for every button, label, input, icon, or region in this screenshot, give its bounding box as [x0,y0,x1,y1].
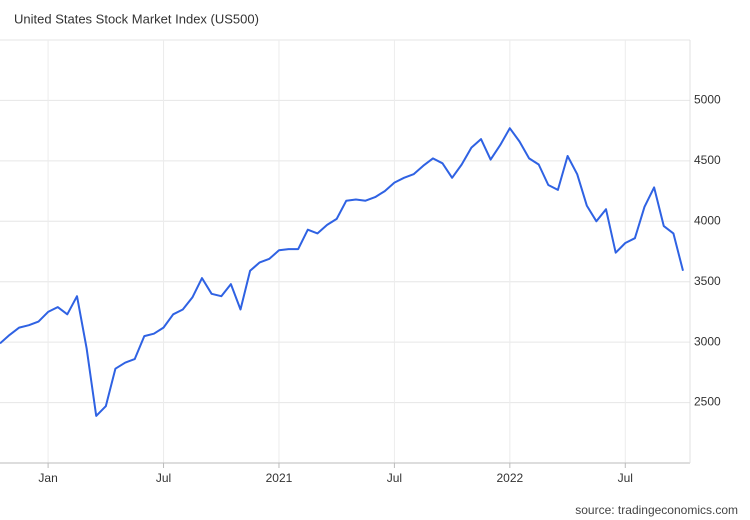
y-tick-label: 5000 [694,93,721,107]
x-tick-label: Jul [387,471,402,485]
source: source: tradingeconomics.com [575,503,738,517]
x-tick-label: Jan [38,471,57,485]
y-tick-label: 4500 [694,153,721,167]
x-tick-label: 2021 [266,471,293,485]
y-tick-label: 2500 [694,395,721,409]
x-tick-label: 2022 [496,471,523,485]
y-tick-label: 4000 [694,213,721,227]
chart-title: United States Stock Market Index (US500) [14,11,259,26]
x-tick-label: Jul [618,471,633,485]
x-tick-label: Jul [156,471,171,485]
line-series [0,127,684,417]
y-tick-label: 3000 [694,334,721,348]
y-tick-label: 3500 [694,274,721,288]
